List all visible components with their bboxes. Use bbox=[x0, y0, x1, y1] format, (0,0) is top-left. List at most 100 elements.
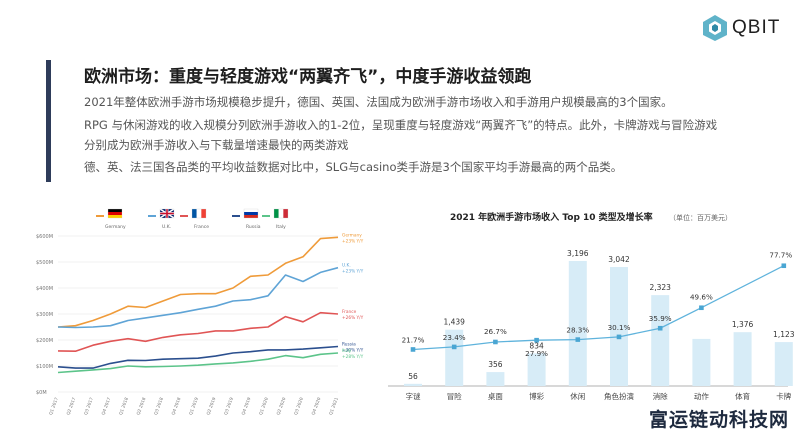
x-tick-label: Q2 2020 bbox=[275, 396, 287, 416]
category-label: 休闲 bbox=[570, 391, 585, 401]
x-tick-label: Q2 2019 bbox=[205, 396, 217, 416]
growth-label: 30.1% bbox=[608, 323, 631, 332]
category-label: 冒险 bbox=[447, 391, 462, 401]
x-tick-label: Q1 2017 bbox=[48, 396, 60, 416]
category-label: 消除 bbox=[653, 391, 668, 401]
flag-icon-italy bbox=[273, 208, 289, 219]
bar bbox=[692, 338, 711, 386]
y-tick-label: $400M bbox=[36, 286, 53, 292]
x-tick-label: Q4 2020 bbox=[310, 396, 322, 416]
x-tick-label: Q3 2018 bbox=[153, 396, 165, 416]
flag-icon-germany bbox=[107, 208, 123, 219]
x-tick-label: Q2 2017 bbox=[65, 396, 77, 416]
bar bbox=[610, 267, 628, 386]
growth-marker bbox=[781, 263, 787, 269]
paragraph-2: RPG 与休闲游戏的收入规模分列欧洲手游收入的1-2位，呈现重度与轻度游戏“两翼… bbox=[84, 118, 718, 132]
bar-value-label: 3,196 bbox=[567, 249, 589, 258]
series-end-label: Italy bbox=[342, 348, 352, 354]
category-label: 动作 bbox=[694, 391, 709, 401]
bar bbox=[774, 342, 793, 386]
x-tick-label: Q4 2019 bbox=[240, 396, 252, 416]
legend-label: France bbox=[194, 224, 209, 230]
bar-value-label: 834 bbox=[529, 341, 544, 350]
line-chart: Germany U.K. France Russia Italy$0M$100M$200… bbox=[36, 208, 364, 416]
series-end-growth: +23% Y/Y bbox=[342, 269, 364, 275]
flag-icon-uk bbox=[159, 208, 175, 219]
series-end-label: Russia bbox=[342, 342, 356, 348]
growth-marker bbox=[451, 344, 457, 350]
y-tick-label: $100M bbox=[36, 364, 53, 370]
growth-label: 23.4% bbox=[443, 333, 466, 342]
watermark: 富运链动科技网 bbox=[649, 409, 790, 431]
paragraph-4: 德、英、法三国各品类的平均收益数据对比中，SLG与casino类手游是3个国家平… bbox=[84, 160, 623, 174]
category-label: 博彩 bbox=[529, 391, 545, 401]
growth-label: 35.9% bbox=[649, 314, 672, 323]
bar-value-label: 2,323 bbox=[649, 283, 671, 292]
category-label: 桌面 bbox=[488, 391, 503, 401]
y-tick-label: $500M bbox=[36, 260, 53, 266]
bar-value-label: 1,123 bbox=[773, 330, 795, 339]
category-label: 卡牌 bbox=[776, 391, 791, 401]
x-tick-label: Q1 2021 bbox=[328, 396, 340, 416]
bar-value-label: 1,439 bbox=[443, 318, 465, 327]
legend-label: Italy bbox=[276, 224, 286, 230]
series-end-growth: +28% Y/Y bbox=[342, 354, 364, 360]
series-end-growth: +26% Y/Y bbox=[342, 315, 364, 321]
x-tick-label: Q1 2019 bbox=[188, 396, 200, 416]
paragraph-1: 2021年整体欧洲手游市场规模稳步提升，德国、英国、法国成为欧洲手游市场收入和手… bbox=[84, 95, 673, 109]
flag-icon-france bbox=[191, 208, 207, 219]
x-tick-label: Q1 2020 bbox=[258, 396, 270, 416]
growth-marker bbox=[575, 337, 581, 342]
series-end-label: U.K. bbox=[342, 263, 351, 269]
bar bbox=[404, 383, 422, 386]
growth-label: 27.9% bbox=[525, 349, 548, 358]
paragraph-3: 分别成为欧洲手游收入与下载量增速最快的两类游戏 bbox=[84, 138, 349, 152]
series-line-germany bbox=[57, 236, 339, 328]
growth-marker bbox=[657, 325, 663, 331]
legend-label: Russia bbox=[246, 224, 261, 230]
bar-chart-title: 2021 年欧洲手游市场收入 Top 10 类型及增长率 bbox=[450, 211, 653, 223]
x-tick-label: Q4 2017 bbox=[100, 396, 112, 416]
bar-value-label: 56 bbox=[408, 372, 418, 381]
growth-line bbox=[412, 265, 785, 351]
bar-chart-unit: （单位：百万美元） bbox=[669, 213, 732, 222]
bar bbox=[568, 260, 587, 386]
growth-label: 28.3% bbox=[566, 326, 589, 335]
bar-chart: 2021 年欧洲手游市场收入 Top 10 类型及增长率 （单位：百万美元） 56 字… bbox=[388, 211, 795, 401]
bar bbox=[527, 353, 546, 386]
x-tick-label: Q3 2020 bbox=[293, 396, 305, 416]
page-title: 欧洲市场：重度与轻度游戏“两翼齐飞”，中度手游收益领跑 bbox=[84, 67, 532, 87]
x-tick-label: Q4 2018 bbox=[170, 396, 182, 416]
growth-marker bbox=[410, 347, 416, 352]
y-tick-label: $0M bbox=[36, 390, 47, 396]
bar-value-label: 1,376 bbox=[732, 320, 754, 329]
bar bbox=[733, 332, 752, 386]
legend-label: U.K. bbox=[162, 224, 171, 230]
y-tick-label: $200M bbox=[36, 338, 53, 344]
bar-value-label: 3,042 bbox=[608, 255, 630, 264]
growth-marker bbox=[616, 334, 622, 340]
qbit-logo: QBIT bbox=[702, 12, 784, 44]
bar bbox=[651, 295, 670, 386]
growth-label: 49.6% bbox=[690, 293, 713, 302]
x-tick-label: Q2 2018 bbox=[135, 396, 147, 416]
x-tick-label: Q3 2019 bbox=[223, 396, 235, 416]
series-line-uk bbox=[57, 266, 339, 329]
flag-icon-russia bbox=[243, 208, 259, 219]
bar bbox=[486, 372, 505, 386]
x-tick-label: Q3 2017 bbox=[83, 396, 95, 416]
bar bbox=[445, 329, 464, 386]
series-line-russia bbox=[57, 345, 339, 369]
growth-label: 26.7% bbox=[484, 327, 507, 336]
y-tick-label: $600M bbox=[36, 234, 53, 240]
category-label: 字谜 bbox=[406, 391, 421, 401]
series-end-growth: +23% Y/Y bbox=[342, 238, 364, 244]
bar-value-label: 356 bbox=[488, 360, 503, 369]
growth-marker bbox=[534, 337, 539, 343]
series-line-france bbox=[57, 311, 339, 352]
series-end-growth: +30% Y/Y bbox=[342, 348, 364, 354]
growth-marker bbox=[493, 339, 498, 345]
y-tick-label: $300M bbox=[36, 312, 53, 318]
series-end-label: France bbox=[342, 309, 357, 315]
logo-text: QBIT bbox=[732, 17, 781, 38]
